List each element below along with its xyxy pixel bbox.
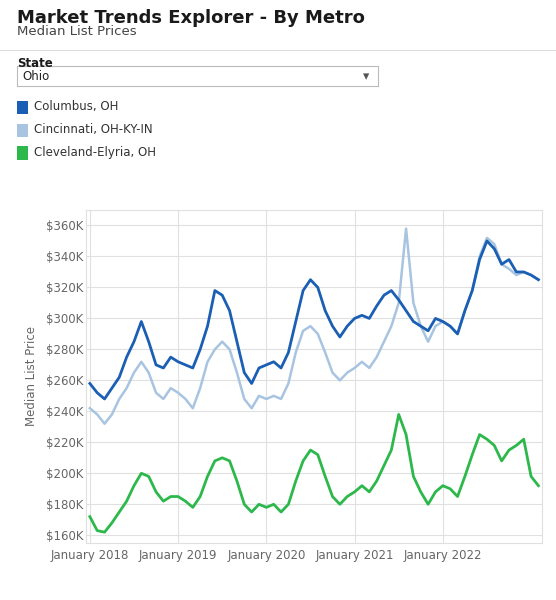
Text: ▾: ▾ (363, 70, 369, 83)
Text: Market Trends Explorer - By Metro: Market Trends Explorer - By Metro (17, 9, 365, 27)
Text: Median List Prices: Median List Prices (17, 25, 136, 38)
Text: State: State (17, 57, 52, 70)
Y-axis label: Median List Price: Median List Price (24, 326, 38, 427)
Text: Ohio: Ohio (22, 70, 49, 83)
Text: Cleveland-Elyria, OH: Cleveland-Elyria, OH (34, 146, 156, 159)
Text: Cincinnati, OH-KY-IN: Cincinnati, OH-KY-IN (34, 123, 153, 136)
Text: Columbus, OH: Columbus, OH (34, 100, 119, 113)
